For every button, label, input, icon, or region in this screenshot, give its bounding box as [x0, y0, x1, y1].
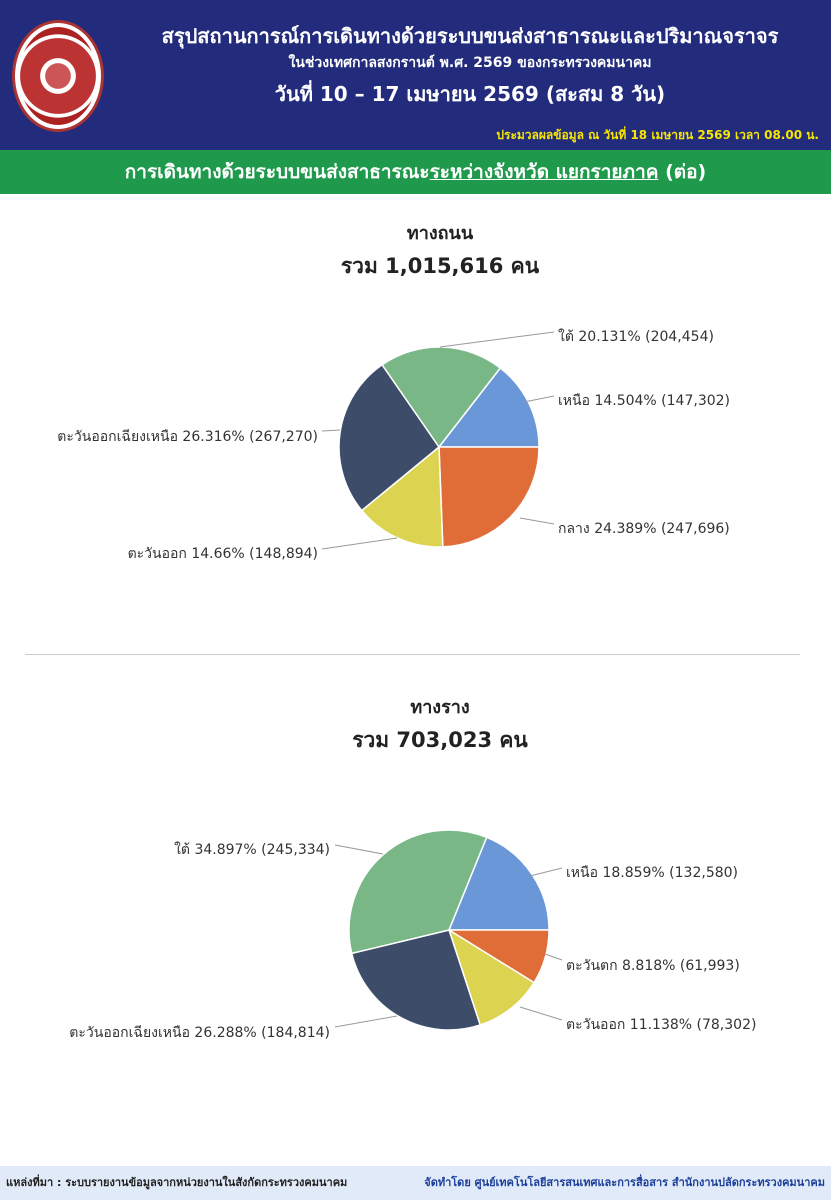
leader-line — [334, 1015, 398, 1028]
road-chart-title: ทางถนน — [406, 223, 474, 244]
report-dates: วันที่ 10 – 17 เมษายน 2569 (สะสม 8 วัน) — [274, 82, 666, 106]
footer: แหล่งที่มา : ระบบรายงานข้อมูลจากหน่วยงาน… — [0, 1166, 831, 1200]
heading-underlined: ระหว่างจังหวัด แยกรายภาค — [429, 161, 659, 183]
slice-label: ตะวันตก 8.818% (61,993) — [566, 958, 740, 974]
header: สรุปสถานการณ์การเดินทางด้วยระบบขนส่งสาธา… — [0, 0, 831, 150]
report-title: สรุปสถานการณ์การเดินทางด้วยระบบขนส่งสาธา… — [161, 24, 779, 48]
slice-label: ตะวันออกเฉียงเหนือ 26.316% (267,270) — [57, 429, 318, 445]
ministry-seal-logo — [12, 20, 104, 132]
road-chart-total: รวม 1,015,616 คน — [340, 254, 540, 278]
rail-chart-title: ทางราง — [410, 697, 470, 718]
leader-line — [519, 1006, 563, 1021]
heading-suffix: (ต่อ) — [658, 161, 707, 183]
heading-prefix: การเดินทางด้วยระบบขนส่งสาธารณะ — [124, 161, 430, 183]
slice-label: ใต้ 34.897% (245,334) — [174, 841, 330, 858]
section-heading: การเดินทางด้วยระบบขนส่งสาธารณะระหว่างจัง… — [0, 150, 831, 194]
leader-line — [529, 867, 563, 877]
prepared-by-note: จัดทำโดย ศูนย์เทคโนโลยีสารสนเทศและการสื่… — [424, 1176, 825, 1189]
leader-line — [544, 953, 563, 961]
leader-line — [439, 331, 555, 348]
slice-label: เหนือ 18.859% (132,580) — [566, 865, 738, 881]
rail-chart-total: รวม 703,023 คน — [352, 728, 528, 752]
leader-line — [523, 395, 555, 403]
pie-slice-1 — [447, 836, 550, 931]
pie-slice-4 — [350, 929, 482, 1031]
pie-slice-4 — [338, 363, 441, 512]
leader-line — [321, 429, 341, 432]
pie-slice-5 — [348, 829, 488, 955]
pie-slice-1 — [437, 366, 540, 448]
slice-label: กลาง 24.389% (247,696) — [558, 521, 730, 537]
leader-line — [321, 537, 398, 550]
source-note: แหล่งที่มา : ระบบรายงานข้อมูลจากหน่วยงาน… — [6, 1176, 348, 1189]
pie-slice-3 — [447, 928, 536, 1026]
slice-label: ตะวันออก 14.66% (148,894) — [128, 546, 318, 562]
road-pie-chart: เหนือ 14.504% (147,302) กลาง 24.389% (247… — [57, 328, 730, 562]
leader-line — [334, 844, 384, 855]
slice-label: ตะวันออกเฉียงเหนือ 26.288% (184,814) — [69, 1025, 330, 1041]
divider — [25, 654, 800, 655]
slice-label: ตะวันออก 11.138% (78,302) — [566, 1017, 756, 1033]
slice-label: ใต้ 20.131% (204,454) — [558, 328, 714, 345]
leader-line — [519, 517, 555, 525]
pie-slice-2 — [438, 446, 540, 548]
pie-slice-3 — [360, 445, 444, 548]
rail-pie-chart: เหนือ 18.859% (132,580) ตะวันตก 8.818% (6… — [69, 829, 756, 1041]
report-subtitle: ในช่วงเทศกาลสงกรานต์ พ.ศ. 2569 ของกระทรว… — [288, 55, 652, 71]
processed-timestamp: ประมวลผลข้อมูล ณ วันที่ 18 เมษายน 2569 เ… — [496, 128, 819, 142]
slice-label: เหนือ 14.504% (147,302) — [558, 393, 730, 409]
